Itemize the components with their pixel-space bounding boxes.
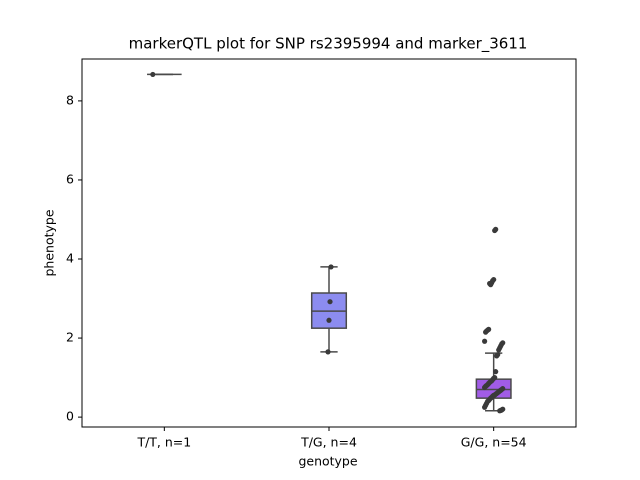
x-tick-label: T/G, n=4 — [300, 435, 357, 450]
data-point — [483, 329, 489, 335]
data-point — [492, 227, 498, 234]
data-point — [494, 353, 500, 359]
y-tick-label: 0 — [66, 409, 74, 424]
data-point — [487, 280, 493, 287]
y-tick-label: 4 — [66, 251, 74, 266]
y-axis-label: phenotype — [42, 209, 57, 276]
y-tick-label: 2 — [66, 330, 74, 345]
data-point — [496, 347, 502, 353]
x-tick-label: T/T, n=1 — [136, 435, 191, 450]
data-point — [482, 338, 488, 344]
data-point — [497, 408, 503, 414]
data-point — [150, 71, 156, 78]
x-axis-label: genotype — [298, 454, 357, 469]
data-point — [493, 369, 499, 375]
x-tick-label: G/G, n=54 — [461, 435, 527, 450]
data-point — [482, 404, 488, 410]
data-point — [325, 349, 331, 355]
chart-title: markerQTL plot for SNP rs2395994 and mar… — [129, 35, 528, 54]
data-point — [328, 264, 334, 270]
y-tick-label: 8 — [66, 92, 74, 107]
data-point — [326, 317, 332, 323]
y-tick-label: 6 — [66, 171, 74, 186]
plot-frame — [81, 58, 577, 428]
data-point — [327, 299, 333, 305]
data-point — [482, 384, 488, 391]
